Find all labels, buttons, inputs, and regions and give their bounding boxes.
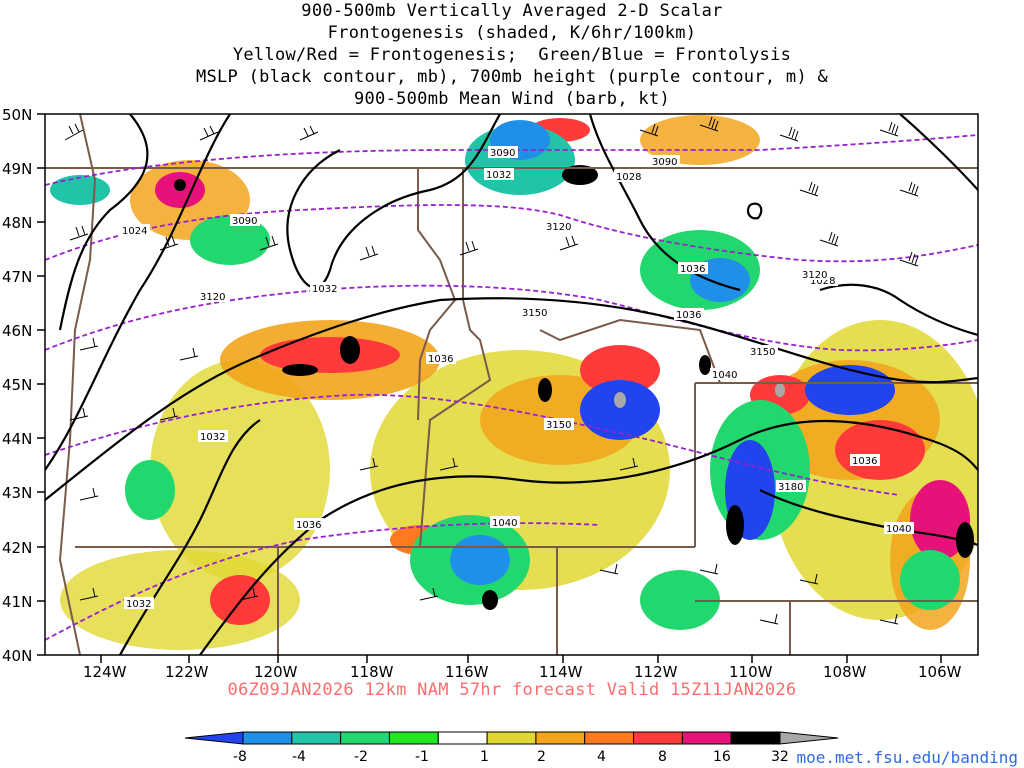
lat-label: 40N xyxy=(2,647,32,665)
mslp-label: 1036 xyxy=(680,264,705,275)
map-title-block: 900-500mb Vertically Averaged 2-D Scalar… xyxy=(0,0,1024,110)
height-label: 3120 xyxy=(802,270,827,281)
color-bar-labels: -8 -4 -2 -1 1 2 4 8 16 32 xyxy=(233,749,789,765)
mslp-label: 1040 xyxy=(492,518,517,529)
height-label: 3150 xyxy=(546,420,571,431)
cbar-cell xyxy=(486,731,537,745)
forecast-valid-time: 06Z09JAN2026 12km NAM 57hr forecast Vali… xyxy=(227,680,797,700)
mslp-label: 1036 xyxy=(428,354,453,365)
lon-label: 114W xyxy=(539,663,583,681)
lat-label: 48N xyxy=(2,214,32,232)
lat-label: 43N xyxy=(2,484,32,502)
cbar-label: -1 xyxy=(415,749,429,765)
lat-label: 44N xyxy=(2,430,32,448)
cbar-cell xyxy=(730,731,781,745)
lon-label: 122W xyxy=(165,663,209,681)
lat-label: 42N xyxy=(2,539,32,557)
cbar-label: -8 xyxy=(233,749,247,765)
cbar-cell xyxy=(633,731,683,745)
cbar-label: 4 xyxy=(597,749,606,765)
lon-label: 116W xyxy=(445,663,489,681)
title-line-4: MSLP (black contour, mb), 700mb height (… xyxy=(195,67,829,87)
cbar-cell xyxy=(681,731,732,745)
cbar-label: 2 xyxy=(537,749,546,765)
mslp-label: 1032 xyxy=(200,432,225,443)
latitude-labels: 50N 49N 48N 47N 46N 45N 44N 43N 42N 41N … xyxy=(2,106,32,665)
mslp-contour-labels: 1024 1032 1028 1032 1036 1036 1040 1032 … xyxy=(120,168,914,610)
height-label: 3090 xyxy=(652,157,677,168)
lon-label: 120W xyxy=(254,663,298,681)
height-contour-labels: 3090 3090 3090 3120 3120 3150 3150 3150 … xyxy=(198,146,830,493)
title-line-1: 900-500mb Vertically Averaged 2-D Scalar xyxy=(301,1,723,21)
mslp-label: 1024 xyxy=(122,226,147,237)
mslp-label: 1028 xyxy=(616,172,641,183)
mslp-label: 1036 xyxy=(852,456,877,467)
cbar-label: 1 xyxy=(480,749,489,765)
longitude-labels: 124W 122W 120W 118W 116W 114W 112W 110W … xyxy=(83,663,962,681)
height-label: 3150 xyxy=(522,308,547,319)
lat-label: 45N xyxy=(2,376,32,394)
cbar-label: 32 xyxy=(771,749,789,765)
cbar-label: 8 xyxy=(658,749,667,765)
cbar-arrow-left xyxy=(184,731,244,745)
cbar-cell xyxy=(340,731,390,745)
lat-label: 41N xyxy=(2,593,32,611)
cbar-cell xyxy=(242,731,293,745)
title-line-3: Yellow/Red = Frontogenesis; Green/Blue =… xyxy=(232,45,792,65)
lon-label: 112W xyxy=(634,663,678,681)
height-label: 3150 xyxy=(750,347,775,358)
lat-label: 46N xyxy=(2,322,32,340)
lat-label: 47N xyxy=(2,268,32,286)
title-line-5: 900-500mb Mean Wind (barb, kt) xyxy=(353,89,671,109)
longitude-axis xyxy=(100,655,942,663)
mslp-label: 1032 xyxy=(312,284,337,295)
website-credit: moe.met.fsu.edu/banding xyxy=(796,748,1018,767)
cbar-cell xyxy=(291,731,342,745)
lon-label: 108W xyxy=(823,663,867,681)
mslp-label: 1040 xyxy=(712,370,737,381)
mslp-contours xyxy=(45,114,978,655)
cbar-arrow-right xyxy=(779,731,839,745)
height-label: 3180 xyxy=(778,482,803,493)
cbar-cell xyxy=(437,731,488,745)
mslp-label: 1036 xyxy=(676,310,701,321)
lon-label: 118W xyxy=(350,663,394,681)
height-label: 3090 xyxy=(232,216,257,227)
lat-label: 49N xyxy=(2,160,32,178)
cbar-label: -2 xyxy=(354,749,368,765)
cbar-cells xyxy=(242,731,781,745)
cbar-cell xyxy=(535,731,586,745)
wind-barbs xyxy=(64,116,919,625)
lon-label: 106W xyxy=(918,663,962,681)
lat-label: 50N xyxy=(2,106,32,124)
height-label: 3090 xyxy=(490,148,515,159)
cbar-cell xyxy=(388,731,439,745)
cbar-cell xyxy=(584,731,635,745)
height-label: 3120 xyxy=(200,292,225,303)
lon-label: 110W xyxy=(729,663,773,681)
cbar-label: -4 xyxy=(292,749,306,765)
latitude-axis xyxy=(37,113,45,656)
mslp-label: 1036 xyxy=(296,520,321,531)
mslp-label: 1032 xyxy=(126,599,151,610)
mslp-label: 1028 xyxy=(810,276,835,287)
color-bar xyxy=(184,731,839,745)
cbar-label: 16 xyxy=(713,749,731,765)
height-label: 3120 xyxy=(546,222,571,233)
mslp-label: 1032 xyxy=(486,170,511,181)
lon-label: 124W xyxy=(83,663,127,681)
mslp-label: 1040 xyxy=(886,524,911,535)
title-line-2: Frontogenesis (shaded, K/6hr/100km) xyxy=(327,23,697,43)
